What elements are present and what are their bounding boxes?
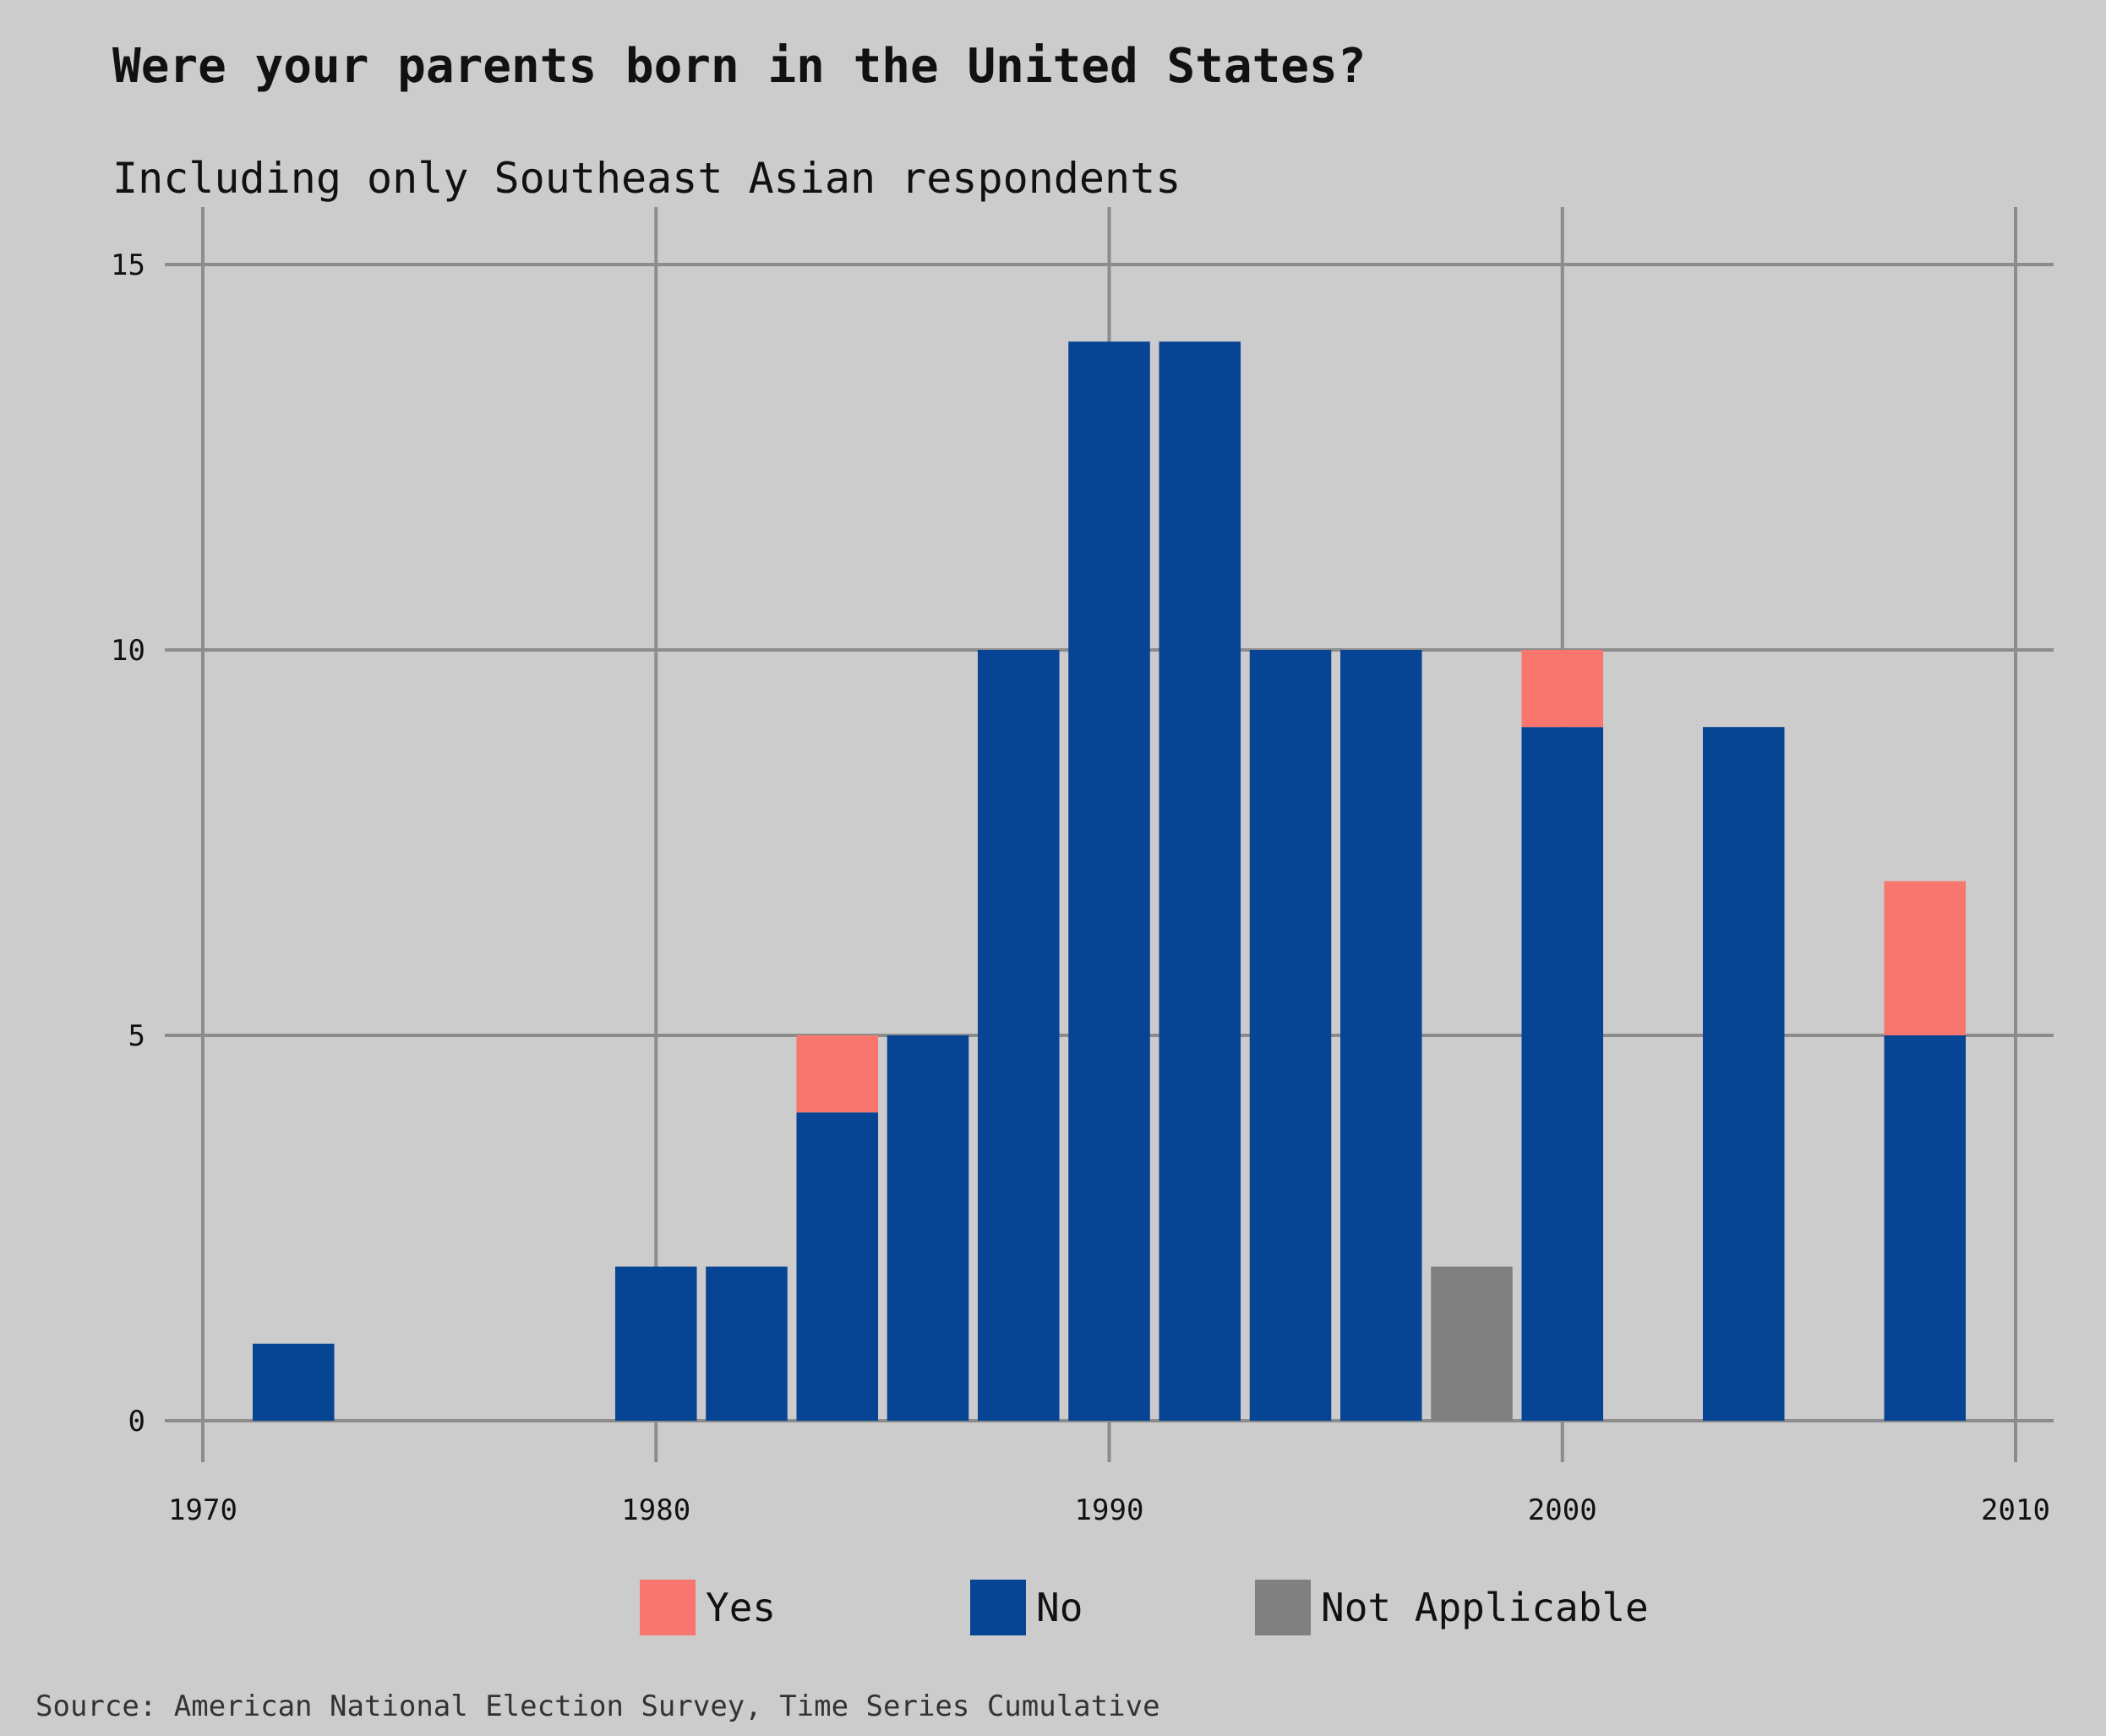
legend-swatch-not-applicable — [1255, 1580, 1311, 1635]
bars — [252, 341, 1967, 1422]
source-note: Source: American National Election Surve… — [35, 1690, 1160, 1723]
y-tick-label: 5 — [128, 1019, 145, 1053]
bar-no — [1884, 1035, 1967, 1421]
chart-subtitle: Including only Southeast Asian responden… — [112, 154, 1181, 203]
bar-no — [1702, 727, 1785, 1421]
x-tick-label: 1970 — [168, 1493, 237, 1527]
bar-no — [1068, 341, 1150, 1422]
bar-yes — [1521, 650, 1604, 728]
bar-no — [1521, 727, 1604, 1421]
bar-no — [796, 1112, 879, 1421]
legend-label: No — [1036, 1585, 1083, 1630]
legend: Yes No Not Applicable — [640, 1580, 1649, 1635]
y-axis-ticks: 0 5 10 15 — [111, 248, 145, 1438]
bar-yes — [796, 1035, 879, 1113]
bar-no — [1249, 650, 1332, 1421]
x-tick-label: 2000 — [1528, 1493, 1597, 1527]
x-tick-label: 1990 — [1075, 1493, 1144, 1527]
bar-no — [977, 650, 1060, 1421]
y-tick-label: 10 — [111, 634, 145, 668]
bar-no — [887, 1035, 969, 1421]
bar-not-applicable — [1431, 1266, 1513, 1421]
legend-swatch-no — [970, 1580, 1026, 1635]
bar-no — [1339, 650, 1422, 1421]
chart-title: Were your parents born in the United Sta… — [112, 39, 1366, 94]
y-tick-label: 15 — [111, 248, 145, 282]
bar-no — [614, 1266, 697, 1421]
y-tick-label: 0 — [128, 1405, 145, 1438]
bar-no — [706, 1266, 788, 1421]
x-tick-label: 1980 — [621, 1493, 690, 1527]
bar-no — [1159, 341, 1241, 1422]
x-axis-ticks: 1970 1980 1990 2000 2010 — [168, 1493, 2050, 1527]
legend-swatch-yes — [640, 1580, 696, 1635]
x-tick-label: 2010 — [1981, 1493, 2050, 1527]
bar-no — [252, 1343, 335, 1421]
legend-label: Yes — [706, 1585, 776, 1630]
bar-yes — [1884, 881, 1967, 1035]
legend-label: Not Applicable — [1321, 1585, 1649, 1630]
